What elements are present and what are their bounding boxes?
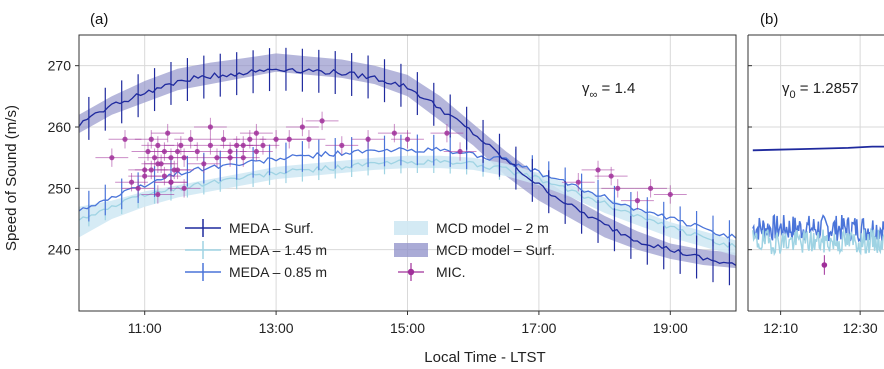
panel-a-bands xyxy=(79,53,736,269)
band-mcd-model-surf xyxy=(79,53,736,269)
mic-point xyxy=(207,124,213,130)
mic-point xyxy=(444,130,450,136)
legend-item-meda-0-85-m: MEDA – 0.85 m xyxy=(185,263,327,281)
panel-b-grid xyxy=(748,35,884,311)
mic-point xyxy=(122,136,128,142)
legend-swatch-band xyxy=(394,221,428,235)
mic-point xyxy=(253,130,259,136)
mic-point xyxy=(457,148,463,155)
legend-item-meda-surf: MEDA – Surf. xyxy=(185,219,314,237)
mic-point xyxy=(142,173,148,179)
mic-point xyxy=(174,167,181,173)
band-mcd-model-2-m xyxy=(79,155,736,256)
mic-point xyxy=(404,136,411,142)
mic-point xyxy=(109,155,115,161)
legend: MEDA – Surf. MEDA – 1.45 m MEDA – 0.85 m MC… xyxy=(185,219,555,281)
mic-point xyxy=(299,124,305,130)
mic-point xyxy=(128,179,135,185)
x-tick-label: 15:00 xyxy=(390,320,425,336)
panel-b-tag: (b) xyxy=(760,11,778,28)
legend-item-meda-1-45-m: MEDA – 1.45 m xyxy=(185,241,327,259)
mic-point xyxy=(647,185,654,191)
mic-point xyxy=(188,136,194,142)
panel-a-tag: (a) xyxy=(90,11,108,28)
mic-point xyxy=(247,136,253,142)
mic-point xyxy=(595,167,601,173)
mic-point xyxy=(667,191,673,198)
panel-a-axes: 11:00 13:00 15:00 17:00 19:00 240 250 260 270 xyxy=(48,34,737,336)
legend-label: MCD model – 2 m xyxy=(436,220,549,236)
panel-a-mic-points xyxy=(95,111,687,210)
mic-point xyxy=(165,130,171,136)
mic-point xyxy=(575,179,581,185)
mic-point xyxy=(240,142,246,148)
mic-point xyxy=(178,142,184,148)
legend-label: MIC. xyxy=(436,264,466,280)
mic-point xyxy=(181,185,187,191)
panel-b-axes: 12:10 12:30 xyxy=(747,34,884,336)
mic-point xyxy=(260,142,266,148)
mic-point xyxy=(161,173,168,179)
y-axis-title: Speed of Sound (m/s) xyxy=(3,105,20,251)
x-tick-label: 17:00 xyxy=(521,320,556,336)
y-tick-label: 240 xyxy=(48,242,72,258)
line-meda-surf xyxy=(78,68,737,266)
mic-point xyxy=(145,148,151,155)
x-tick-label: 19:00 xyxy=(653,320,688,336)
mic-point xyxy=(155,142,161,148)
b-x-tick-label: 12:10 xyxy=(763,320,798,336)
mic-point xyxy=(155,191,161,198)
mic-point xyxy=(201,161,207,167)
mic-point xyxy=(608,173,614,179)
y-tick-label: 250 xyxy=(48,180,72,196)
mic-point xyxy=(155,161,161,167)
panel-b-series xyxy=(752,145,884,275)
legend-swatch-band xyxy=(394,243,428,257)
legend-item-mic: MIC. xyxy=(398,263,466,281)
y-tick-label: 270 xyxy=(48,58,72,74)
mic-point xyxy=(286,136,292,142)
legend-label: MEDA – 0.85 m xyxy=(229,264,327,280)
mic-point xyxy=(227,155,233,161)
line-meda-0-85-m xyxy=(78,146,737,239)
b-line-meda-surf xyxy=(752,145,884,152)
legend-swatch-point xyxy=(407,268,415,276)
legend-label: MCD model – Surf. xyxy=(436,242,555,258)
x-tick-label: 11:00 xyxy=(128,320,162,336)
mic-point xyxy=(181,155,187,161)
legend-label: MEDA – 1.45 m xyxy=(229,242,327,258)
y-tick-label: 260 xyxy=(48,119,72,135)
mic-point xyxy=(220,136,227,142)
legend-item-mcd-model-2-m: MCD model – 2 m xyxy=(394,220,549,236)
mic-point xyxy=(365,136,371,142)
x-axis-title: Local Time - LTST xyxy=(424,349,545,366)
legend-label: MEDA – Surf. xyxy=(229,220,314,236)
mic-point xyxy=(306,136,312,142)
gamma-0-annotation: γ0 = 1.2857 xyxy=(782,80,859,101)
line-meda-1-45-m xyxy=(78,158,737,248)
b-mic-point xyxy=(821,262,828,268)
mic-point xyxy=(391,130,397,136)
legend-item-mcd-model-surf: MCD model – Surf. xyxy=(394,242,555,258)
mic-point xyxy=(194,148,200,155)
mic-point xyxy=(168,179,174,185)
mic-point xyxy=(615,185,621,191)
mic-point xyxy=(634,198,641,204)
mic-point xyxy=(339,142,345,148)
b-line-meda-0-85-m xyxy=(752,213,884,244)
mic-point xyxy=(148,167,154,173)
panel-a-series xyxy=(78,47,737,286)
mic-point xyxy=(253,148,259,155)
b-x-tick-label: 12:30 xyxy=(843,320,878,336)
mic-point xyxy=(135,185,141,191)
mic-point xyxy=(207,142,213,148)
gamma-inf-annotation: γ∞ = 1.4 xyxy=(582,80,635,101)
mic-point xyxy=(174,148,181,155)
mic-point xyxy=(319,118,325,124)
x-tick-label: 13:00 xyxy=(259,320,294,336)
b-line-meda-1-45-m xyxy=(752,227,884,257)
mic-point xyxy=(148,136,154,142)
